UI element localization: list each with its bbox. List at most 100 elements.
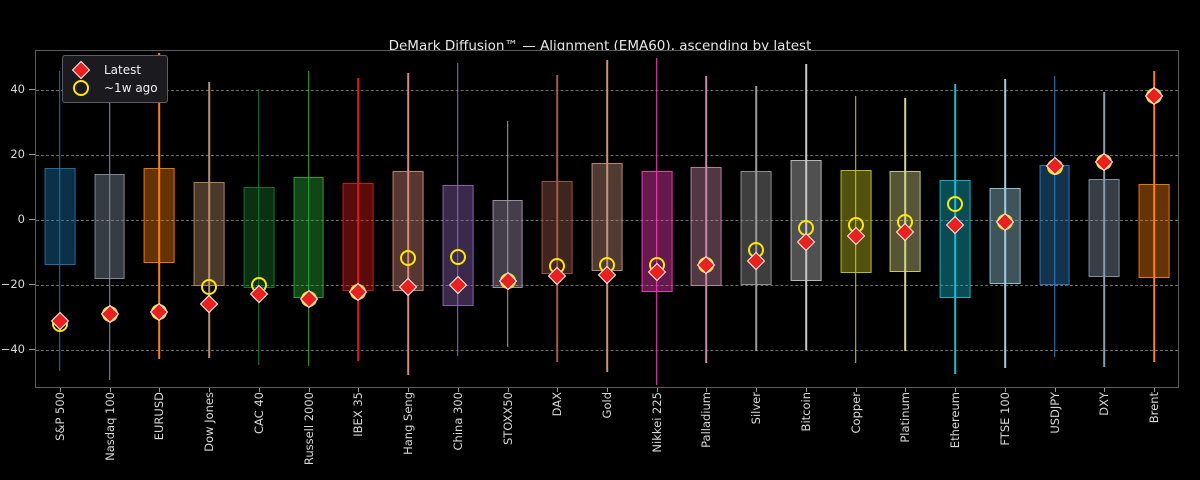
candle-wick	[1053, 76, 1056, 358]
x-axis-label: IBEX 35	[351, 392, 366, 437]
x-axis-label-wrap: Bitcoin	[799, 392, 813, 431]
x-axis-label: DAX	[550, 392, 565, 417]
candle-wick	[307, 70, 310, 366]
candle-wick	[556, 75, 559, 362]
x-axis-label-wrap: Copper	[849, 392, 863, 433]
x-axis-label-wrap: STOXX50	[501, 392, 515, 445]
week-ago-marker	[449, 248, 466, 265]
candle-body	[293, 176, 324, 298]
x-tick-mark	[1154, 388, 1156, 392]
x-axis-label: EURUSD	[152, 392, 167, 441]
x-axis-label: Silver	[749, 392, 764, 425]
candle-wick	[755, 85, 757, 351]
candle-wick	[59, 70, 61, 372]
y-tick-mark	[29, 89, 35, 90]
x-axis-label-wrap: CAC 40	[252, 392, 266, 434]
x-tick-mark	[855, 388, 857, 392]
x-tick-mark	[756, 388, 758, 392]
x-tick-mark	[507, 388, 509, 392]
y-axis-label: 20	[10, 147, 25, 161]
week-ago-marker	[201, 279, 218, 296]
x-tick-mark	[59, 388, 61, 392]
x-axis-label-wrap: Russell 2000	[302, 392, 316, 465]
chart-legend: Latest ~1w ago	[62, 55, 168, 103]
candle-wick	[456, 63, 459, 357]
x-tick-mark	[1054, 388, 1056, 392]
x-tick-mark	[656, 388, 658, 392]
x-tick-mark	[706, 388, 708, 392]
x-tick-mark	[109, 388, 111, 392]
candle-body	[1039, 165, 1071, 286]
x-tick-mark	[557, 388, 559, 392]
candle-wick	[108, 85, 111, 380]
x-axis-label-wrap: S&P 500	[53, 392, 67, 441]
x-tick-mark	[955, 388, 957, 392]
x-axis-label: China 300	[450, 392, 465, 451]
candle-wick	[208, 81, 210, 359]
x-axis-label: Bitcoin	[798, 392, 813, 432]
x-tick-mark	[1104, 388, 1106, 392]
x-axis-label-wrap: Dow Jones	[202, 392, 216, 452]
x-tick-mark	[308, 388, 310, 392]
legend-item-latest: Latest	[70, 60, 158, 80]
candle-wick	[705, 76, 708, 364]
candle-wick	[158, 53, 161, 359]
candle-body	[1088, 179, 1120, 278]
yellow-hollow-circle-icon	[70, 79, 94, 97]
candle-wick	[606, 59, 608, 372]
candle-wick	[407, 73, 409, 375]
x-tick-mark	[408, 388, 410, 392]
week-ago-marker	[400, 250, 417, 266]
x-tick-mark	[805, 388, 807, 392]
candle-body	[790, 159, 822, 281]
x-axis-label: Nikkei 225	[649, 392, 664, 453]
candle-body	[193, 181, 225, 286]
x-tick-mark	[607, 388, 608, 392]
y-tick-mark	[29, 154, 35, 155]
y-tick-mark	[29, 349, 35, 350]
y-axis-label: −20	[0, 277, 25, 291]
candle-wick	[1153, 71, 1155, 362]
y-tick-mark	[29, 284, 35, 285]
x-axis-label: DXY	[1097, 392, 1112, 416]
x-axis-label-wrap: USDJPY	[1048, 392, 1062, 434]
x-axis-label: FTSE 100	[997, 392, 1012, 446]
candle-wick	[258, 89, 260, 365]
legend-label-latest: Latest	[104, 63, 142, 77]
x-axis-label-wrap: Nasdaq 100	[103, 392, 117, 461]
x-axis-label: Dow Jones	[202, 392, 217, 452]
x-axis-label-wrap: Palladium	[699, 392, 713, 448]
x-axis-label: Nasdaq 100	[102, 392, 117, 461]
candle-body	[1138, 183, 1170, 279]
x-axis-label: Gold	[600, 392, 614, 419]
x-axis-label: Ethereum	[948, 392, 963, 449]
x-axis-label-wrap: FTSE 100	[998, 392, 1012, 446]
x-axis-label-wrap: Brent	[1147, 392, 1161, 423]
candle-body	[44, 167, 76, 265]
candle-body	[890, 170, 921, 273]
candle-wick	[805, 63, 807, 350]
y-axis-label: 0	[17, 212, 25, 226]
x-axis-label: USDJPY	[1047, 392, 1062, 434]
x-axis-label-wrap: DAX	[550, 392, 564, 416]
x-axis-label-wrap: China 300	[451, 392, 465, 450]
legend-label-week-ago: ~1w ago	[104, 81, 158, 95]
y-axis-label: −40	[0, 342, 25, 356]
candle-wick	[1103, 91, 1106, 367]
x-tick-mark	[457, 388, 459, 392]
week-ago-marker	[947, 196, 964, 213]
candle-body	[392, 170, 424, 292]
x-axis-label: CAC 40	[251, 392, 266, 435]
candle-body	[94, 173, 126, 280]
candle-body	[591, 163, 623, 271]
x-axis-label-wrap: Platinum	[898, 392, 912, 443]
candle-body	[243, 187, 275, 288]
candle-wick	[655, 58, 658, 386]
x-axis-label-wrap: Gold	[600, 392, 614, 418]
x-tick-mark	[159, 388, 161, 392]
x-axis-label: S&P 500	[52, 392, 67, 441]
candle-body	[143, 167, 175, 264]
candle-body	[989, 187, 1021, 284]
candle-body	[342, 183, 374, 291]
